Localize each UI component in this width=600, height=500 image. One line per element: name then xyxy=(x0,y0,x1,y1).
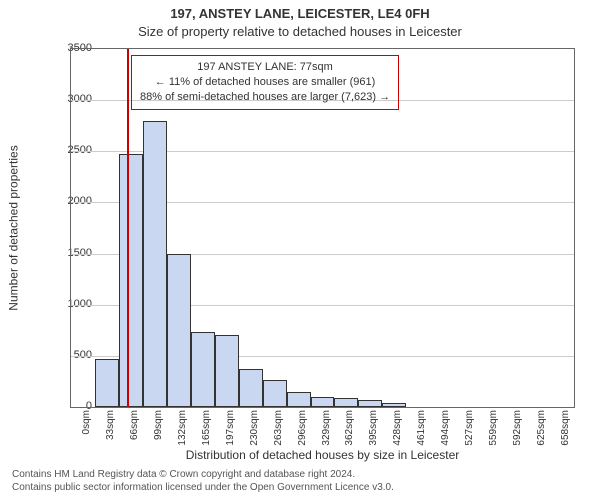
histogram-bar xyxy=(382,403,406,407)
plot-area: 197 ANSTEY LANE: 77sqm← 11% of detached … xyxy=(70,48,575,408)
x-tick-label: 296sqm xyxy=(297,410,308,448)
chart-frame: 197, ANSTEY LANE, LEICESTER, LE4 0FH Siz… xyxy=(0,0,600,500)
x-tick-label: 99sqm xyxy=(153,410,164,448)
annotation-line: ← 11% of detached houses are smaller (96… xyxy=(140,75,390,90)
histogram-bar xyxy=(311,397,335,407)
x-tick-label: 132sqm xyxy=(177,410,188,448)
footer-line-2: Contains public sector information licen… xyxy=(12,482,394,495)
x-tick-label: 230sqm xyxy=(249,410,260,448)
histogram-bar xyxy=(239,369,263,407)
x-tick-label: 527sqm xyxy=(464,410,475,448)
histogram-bar xyxy=(167,254,191,407)
y-axis-label: Number of detached properties xyxy=(4,48,24,408)
histogram-bar xyxy=(334,398,358,407)
x-tick-label: 559sqm xyxy=(488,410,499,448)
histogram-bar xyxy=(143,121,167,407)
x-tick-label: 461sqm xyxy=(416,410,427,448)
annotation-box: 197 ANSTEY LANE: 77sqm← 11% of detached … xyxy=(131,55,399,110)
chart-title-address: 197, ANSTEY LANE, LEICESTER, LE4 0FH xyxy=(0,6,600,21)
x-axis-label: Distribution of detached houses by size … xyxy=(70,448,575,462)
x-tick-label: 197sqm xyxy=(225,410,236,448)
y-axis-label-text: Number of detached properties xyxy=(7,145,21,310)
annotation-line: 197 ANSTEY LANE: 77sqm xyxy=(140,60,390,75)
x-tick-label: 0sqm xyxy=(81,410,92,448)
histogram-bar xyxy=(287,392,311,407)
x-tick-label: 362sqm xyxy=(344,410,355,448)
x-tick-label: 329sqm xyxy=(321,410,332,448)
x-tick-label: 395sqm xyxy=(368,410,379,448)
x-tick-label: 165sqm xyxy=(201,410,212,448)
histogram-bar xyxy=(215,335,239,407)
x-tick-label: 494sqm xyxy=(440,410,451,448)
x-tick-label: 263sqm xyxy=(273,410,284,448)
x-tick-label: 33sqm xyxy=(105,410,116,448)
histogram-bar xyxy=(191,332,215,407)
x-tick-label: 625sqm xyxy=(536,410,547,448)
x-tick-label: 592sqm xyxy=(512,410,523,448)
x-tick-label: 66sqm xyxy=(129,410,140,448)
histogram-bar xyxy=(358,400,382,407)
histogram-bar xyxy=(95,359,119,407)
x-tick-label: 428sqm xyxy=(392,410,403,448)
histogram-bar xyxy=(119,154,143,407)
chart-title-subtitle: Size of property relative to detached ho… xyxy=(0,24,600,39)
footer-attribution: Contains HM Land Registry data © Crown c… xyxy=(12,469,394,494)
histogram-bar xyxy=(263,380,287,407)
footer-line-1: Contains HM Land Registry data © Crown c… xyxy=(12,469,394,482)
annotation-line: 88% of semi-detached houses are larger (… xyxy=(140,90,390,105)
x-tick-label: 658sqm xyxy=(560,410,571,448)
reference-line xyxy=(127,49,129,407)
